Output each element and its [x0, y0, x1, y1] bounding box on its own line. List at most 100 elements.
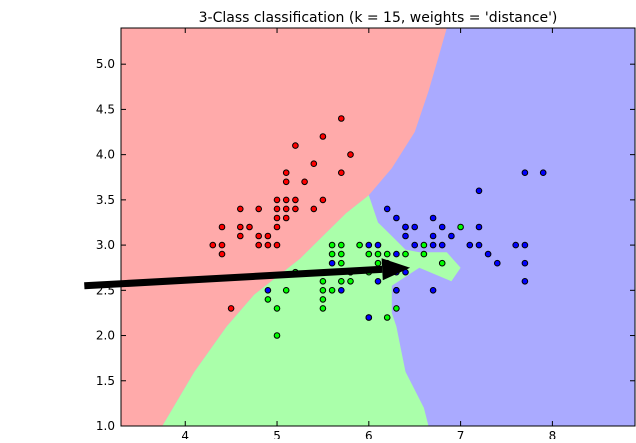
point-blue [521, 169, 529, 176]
point-red [264, 241, 272, 249]
x-tick-label: 6 [365, 429, 373, 439]
point-red [273, 205, 281, 213]
point-blue [494, 259, 501, 267]
point-blue [429, 232, 437, 240]
point-red [255, 205, 263, 213]
point-green [319, 305, 327, 312]
region-red [121, 28, 447, 426]
y-tick-label: 4.0 [96, 148, 115, 162]
x-tick-label: 7 [457, 429, 465, 439]
point-green [319, 296, 327, 303]
point-green [356, 241, 363, 249]
point-blue [365, 314, 373, 321]
point-blue [393, 214, 400, 222]
point-red [246, 223, 253, 231]
point-red [310, 160, 318, 167]
point-green [438, 259, 446, 267]
point-green [374, 250, 382, 258]
chart-title: 3-Class classification (k = 15, weights … [199, 10, 558, 26]
point-green [338, 259, 345, 267]
arrow-shaft [84, 265, 383, 290]
point-red [264, 232, 272, 240]
point-blue [429, 241, 437, 249]
point-red [255, 232, 263, 240]
x-tick-label: 5 [273, 429, 281, 439]
point-blue [438, 223, 446, 231]
point-green [319, 278, 327, 285]
point-red [319, 133, 327, 140]
point-green [347, 278, 354, 285]
point-blue [429, 214, 437, 222]
point-red [347, 151, 354, 158]
point-blue [374, 241, 382, 249]
point-blue [475, 223, 483, 231]
y-tick-label: 4.5 [96, 102, 115, 116]
point-green [383, 314, 391, 321]
y-tick-label: 3.5 [96, 193, 115, 207]
x-tick-label: 4 [181, 429, 189, 439]
point-red [273, 223, 281, 231]
point-blue [328, 259, 336, 267]
point-red [301, 178, 308, 186]
point-red [218, 223, 226, 231]
point-red [237, 232, 244, 240]
point-green [393, 305, 400, 312]
point-blue [429, 287, 437, 294]
point-blue [484, 250, 492, 258]
y-tick-label: 3.0 [96, 238, 115, 252]
y-tick-label: 5.0 [96, 57, 115, 71]
point-green [328, 287, 336, 294]
point-red [282, 169, 290, 176]
point-red [292, 205, 299, 213]
point-blue [466, 241, 474, 249]
point-green [383, 250, 391, 258]
point-red [282, 196, 290, 204]
point-blue [411, 241, 419, 249]
point-red [237, 223, 244, 231]
point-red [218, 241, 226, 249]
point-blue [512, 241, 520, 249]
point-green [328, 241, 336, 249]
point-green [457, 223, 464, 231]
point-blue [383, 205, 391, 213]
point-red [282, 214, 290, 222]
point-blue [393, 250, 400, 258]
point-red [273, 196, 281, 204]
point-blue [374, 278, 382, 285]
point-green [338, 250, 345, 258]
x-tick-label: 8 [549, 429, 557, 439]
point-green [273, 332, 281, 339]
point-green [282, 287, 290, 294]
point-red [338, 169, 345, 176]
point-red [237, 205, 244, 213]
y-tick-label: 2.0 [96, 329, 115, 343]
point-green [273, 305, 281, 312]
point-red [218, 250, 226, 258]
point-red [319, 196, 327, 204]
point-green [420, 250, 428, 258]
plot-frame [120, 27, 636, 427]
point-red [338, 115, 345, 122]
point-blue [264, 287, 272, 294]
y-tick-label: 1.0 [96, 419, 115, 433]
point-red [255, 241, 263, 249]
point-blue [411, 223, 419, 231]
point-red [310, 205, 318, 213]
point-blue [475, 241, 483, 249]
point-red [292, 196, 299, 204]
point-blue [365, 241, 373, 249]
point-red [273, 214, 281, 222]
point-green [402, 250, 409, 258]
point-blue [393, 287, 400, 294]
point-blue [521, 259, 529, 267]
point-green [338, 278, 345, 285]
point-green [264, 296, 272, 303]
point-green [319, 287, 327, 294]
point-blue [338, 287, 345, 294]
point-blue [539, 169, 547, 176]
y-tick-label: 1.5 [96, 374, 115, 388]
point-blue [521, 241, 529, 249]
point-green [365, 250, 373, 258]
